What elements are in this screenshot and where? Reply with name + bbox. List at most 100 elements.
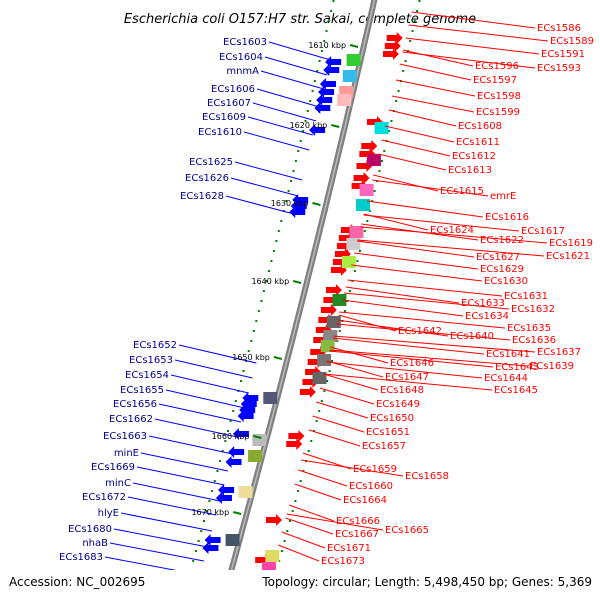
features-layer xyxy=(202,32,403,596)
kbp-tick-label: 1650 kbp xyxy=(232,353,270,362)
right-gene-label: ECs1660 xyxy=(349,481,393,492)
right-leader-line xyxy=(329,350,494,368)
right-track-dot xyxy=(283,540,286,542)
right-leader-line xyxy=(384,125,455,143)
left-gene-label: mnmA xyxy=(226,66,259,77)
left-track-dot xyxy=(260,300,263,302)
right-gene-label: ECs1651 xyxy=(366,427,410,438)
right-gene-label: ECs1647 xyxy=(385,372,429,383)
right-gene-label: ECs1665 xyxy=(385,525,429,536)
gene-block xyxy=(317,354,332,366)
right-track-dot xyxy=(289,520,291,522)
right-track-dot xyxy=(291,510,294,512)
left-gene-label: ECs1662 xyxy=(109,414,153,425)
gene-block xyxy=(312,372,327,384)
right-leader-line xyxy=(354,252,479,270)
gene-block xyxy=(346,238,361,250)
leader-lines-layer xyxy=(104,11,549,576)
right-gene-label: ECs1627 xyxy=(476,252,520,263)
reverse-gene-arrow xyxy=(225,456,242,468)
right-leader-line xyxy=(381,139,451,157)
footer-background xyxy=(0,570,600,600)
left-leader-line xyxy=(247,116,314,136)
right-gene-label: ECs1608 xyxy=(458,121,502,132)
right-track-dot xyxy=(363,230,366,232)
right-track-dot xyxy=(310,440,313,442)
left-track-dot xyxy=(229,420,232,422)
gene-block xyxy=(341,256,356,268)
left-track-dot xyxy=(247,350,250,352)
left-track-dot xyxy=(330,10,333,12)
right-gene-label: ECs1593 xyxy=(537,63,581,74)
gene-block xyxy=(342,70,357,82)
right-track-dot xyxy=(323,390,326,392)
left-leader-line xyxy=(154,418,238,438)
right-leader-line xyxy=(323,373,379,391)
gene-block xyxy=(346,54,361,66)
right-leader-line xyxy=(308,429,361,447)
gene-block xyxy=(337,94,352,106)
right-leader-line xyxy=(388,109,457,127)
right-gene-label: ECs1667 xyxy=(335,529,379,540)
left-track-dot xyxy=(280,220,283,222)
right-leader-line xyxy=(326,360,384,378)
left-gene-label: ECs1628 xyxy=(180,191,224,202)
right-track-dot xyxy=(409,40,412,42)
right-gene-label: ECs1632 xyxy=(511,304,555,315)
right-track-dot xyxy=(404,60,407,62)
right-leader-line xyxy=(347,279,503,297)
left-leader-line xyxy=(136,466,225,486)
reverse-gene-arrow xyxy=(314,102,331,114)
kbp-tick-label: 1620 kbp xyxy=(290,121,328,130)
left-track-dot xyxy=(316,70,319,72)
gene-block xyxy=(349,226,364,238)
right-track-dot xyxy=(380,160,383,162)
left-track-dot xyxy=(294,160,297,162)
kbp-ticks-layer: 1610 kbp 1620 kbp 1630 kbp 1640 kbp 1650 kbp… xyxy=(191,41,359,517)
right-leader-line xyxy=(363,213,429,231)
left-gene-label: ECs1669 xyxy=(91,462,135,473)
left-track-dot xyxy=(323,40,326,42)
left-track-dot xyxy=(277,230,280,232)
right-leader-line xyxy=(326,361,483,379)
left-track-dot xyxy=(208,500,211,502)
kbp-tick-mark xyxy=(232,511,242,515)
right-gene-label: ECs1631 xyxy=(504,291,548,302)
right-track-dot xyxy=(315,420,318,422)
right-leader-line xyxy=(323,373,493,391)
left-leader-line xyxy=(109,542,204,562)
right-gene-label: ECs1664 xyxy=(343,495,387,506)
left-track-dot xyxy=(267,270,270,272)
left-leader-line xyxy=(268,41,331,61)
right-gene-label: ECs1673 xyxy=(321,556,365,567)
right-track-dot xyxy=(302,470,305,472)
left-leader-line xyxy=(174,359,253,379)
left-gene-label: ECs1625 xyxy=(189,157,233,168)
left-track-dot xyxy=(242,370,245,372)
right-leader-line xyxy=(332,337,485,355)
right-track-dot xyxy=(297,490,300,492)
left-track-dot xyxy=(205,510,208,512)
left-track-dot xyxy=(192,560,195,562)
right-leader-line xyxy=(360,226,548,244)
left-track-dot xyxy=(320,50,323,52)
right-track-dot xyxy=(411,30,414,32)
right-gene-label: ECs1644 xyxy=(484,373,528,384)
right-gene-label: ECs1597 xyxy=(473,75,517,86)
right-leader-line xyxy=(399,63,472,81)
right-track-dot xyxy=(353,270,356,272)
map-title: Escherichia coli O157:H7 str. Sakai, com… xyxy=(124,12,476,27)
gene-block xyxy=(248,450,263,462)
right-leader-line xyxy=(395,79,476,97)
left-track-dot xyxy=(272,250,275,252)
right-leader-line xyxy=(329,349,529,367)
left-gene-label: ECs1683 xyxy=(59,552,103,563)
left-leader-line xyxy=(230,177,299,197)
left-track-dot xyxy=(299,140,302,142)
right-gene-label: ECs1613 xyxy=(448,165,492,176)
left-leader-line xyxy=(120,512,213,532)
left-gene-label: ECs1655 xyxy=(120,385,164,396)
left-leader-line xyxy=(256,88,320,108)
right-track-dot xyxy=(299,480,302,482)
right-gene-label: ECs1636 xyxy=(512,335,556,346)
